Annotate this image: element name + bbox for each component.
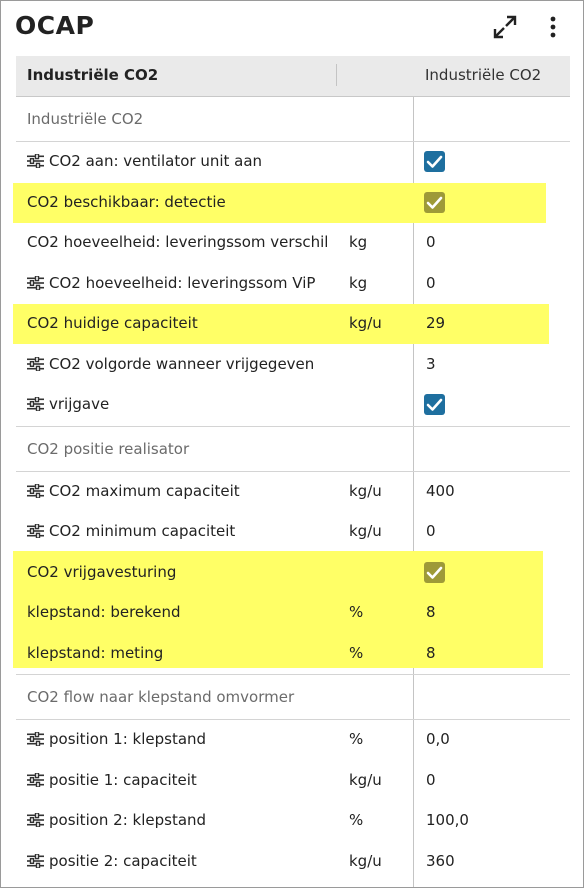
row-value[interactable]: 100,0	[426, 811, 469, 829]
checkbox-checked[interactable]	[424, 151, 445, 172]
row-value: 0	[426, 233, 436, 251]
row-unit: kg	[349, 273, 368, 292]
row-label: position 1: klepstand	[27, 730, 206, 748]
row-label: klepstand: meting	[27, 643, 164, 662]
row-label: CO2 vrijgavesturing	[27, 562, 177, 581]
checkbox-checked-readonly	[424, 561, 445, 583]
tune-icon	[27, 853, 44, 868]
group-header: CO2 flow naar klepstand omvormer	[16, 675, 570, 720]
tune-icon	[27, 356, 44, 371]
header-value-column: Industriële CO2	[425, 66, 542, 84]
row-unit: %	[349, 811, 364, 829]
row-label: vrijgave	[27, 395, 109, 413]
tune-icon	[27, 154, 44, 168]
row-value[interactable]: 0	[426, 522, 436, 540]
row-value[interactable]: 3	[426, 354, 436, 373]
row-label: CO2 maximum capaciteit	[27, 482, 240, 500]
checkbox-checked-readonly	[424, 191, 445, 213]
tune-icon	[27, 813, 44, 827]
table-row[interactable]: CO2 aan: ventilator unit aan	[16, 142, 570, 183]
row-label: CO2 hoeveelheid: leveringssom ViP	[27, 274, 315, 292]
row-unit: kg/u	[349, 522, 382, 540]
row-value: 8	[426, 603, 436, 621]
row-unit: kg/u	[349, 314, 382, 332]
panel-header: OCAP	[1, 1, 583, 55]
row-highlight	[13, 304, 549, 344]
row-highlight	[13, 182, 546, 223]
row-unit: kg/u	[349, 770, 382, 789]
tune-icon	[27, 772, 44, 787]
header-name-column: Industriële CO2	[27, 66, 159, 84]
row-label: CO2 minimum capaciteit	[27, 522, 235, 540]
table-row[interactable]: position 2: klepstand % 100,0	[16, 801, 570, 842]
row-value[interactable]: 400	[426, 481, 455, 500]
row-unit: %	[349, 643, 364, 662]
row-highlight	[13, 550, 543, 668]
row-label: position 2: klepstand	[27, 811, 206, 829]
table-row[interactable]: klepstand: meting % 8	[16, 634, 570, 675]
row-unit: %	[349, 730, 364, 748]
row-label: positie 1: capaciteit	[27, 771, 197, 789]
row-value[interactable]: 0	[426, 273, 436, 292]
table-row[interactable]: CO2 minimum capaciteit kg/u 0	[16, 512, 570, 553]
table-row[interactable]: CO2 beschikbaar: detectie	[13, 182, 570, 224]
group-title: Industriële CO2	[27, 110, 144, 128]
table-row[interactable]: CO2 volgorde wanneer vrijgegeven 3	[16, 345, 570, 386]
row-value[interactable]: 0	[426, 770, 436, 789]
row-label: klepstand: berekend	[27, 603, 181, 621]
tune-icon	[27, 275, 44, 290]
table-row[interactable]: CO2 huidige capaciteit kg/u 29	[13, 304, 570, 345]
row-label: CO2 aan: ventilator unit aan	[27, 152, 262, 170]
parameter-table: Industriële CO2 Industriële CO2 Industri…	[13, 56, 570, 887]
table-row[interactable]: CO2 hoeveelheid: leveringssom ViP kg 0	[16, 264, 570, 305]
row-value[interactable]: 360	[426, 851, 455, 870]
table-header: Industriële CO2 Industriële CO2	[16, 56, 570, 97]
row-unit: kg/u	[349, 851, 382, 870]
column-divider	[413, 56, 414, 887]
table-row[interactable]: CO2 maximum capaciteit kg/u 400	[16, 472, 570, 513]
table-row[interactable]: vrijgave	[16, 385, 570, 427]
table-row[interactable]: position 1: klepstand % 0,0	[16, 720, 570, 761]
row-label: positie 2: capaciteit	[27, 852, 197, 870]
row-label: CO2 huidige capaciteit	[27, 314, 198, 332]
tune-icon	[27, 524, 44, 538]
column-resize-handle[interactable]	[336, 64, 337, 86]
table-row[interactable]: positie 2: capaciteit kg/u 360	[16, 842, 570, 883]
row-unit: kg/u	[349, 481, 382, 500]
row-label: CO2 hoeveelheid: leveringssom verschil	[27, 233, 329, 251]
group-title: CO2 positie realisator	[27, 439, 190, 458]
table-row[interactable]: klepstand: berekend % 8	[16, 593, 570, 634]
table-row[interactable]: positie 1: capaciteit kg/u 0	[16, 761, 570, 802]
row-unit: %	[349, 603, 364, 621]
group-header: CO2 positie realisator	[16, 427, 570, 472]
tune-icon	[27, 483, 44, 498]
table-row[interactable]: CO2 hoeveelheid: leveringssom verschil k…	[16, 223, 570, 264]
row-unit: kg	[349, 233, 368, 251]
row-value: 8	[426, 643, 436, 662]
panel-title: OCAP	[15, 11, 95, 40]
group-header: Industriële CO2	[16, 97, 570, 142]
table-row[interactable]: CO2 vrijgavesturing	[16, 553, 570, 594]
checkbox-checked[interactable]	[424, 394, 445, 415]
tune-icon	[27, 397, 44, 411]
row-label: CO2 beschikbaar: detectie	[27, 192, 226, 211]
row-value: 29	[426, 314, 446, 332]
more-vertical-icon[interactable]	[539, 13, 567, 41]
row-label: CO2 volgorde wanneer vrijgegeven	[27, 355, 314, 373]
group-title: CO2 flow naar klepstand omvormer	[27, 688, 295, 706]
expand-icon[interactable]	[491, 13, 519, 41]
tune-icon	[27, 732, 44, 746]
row-value[interactable]: 0,0	[426, 730, 450, 748]
